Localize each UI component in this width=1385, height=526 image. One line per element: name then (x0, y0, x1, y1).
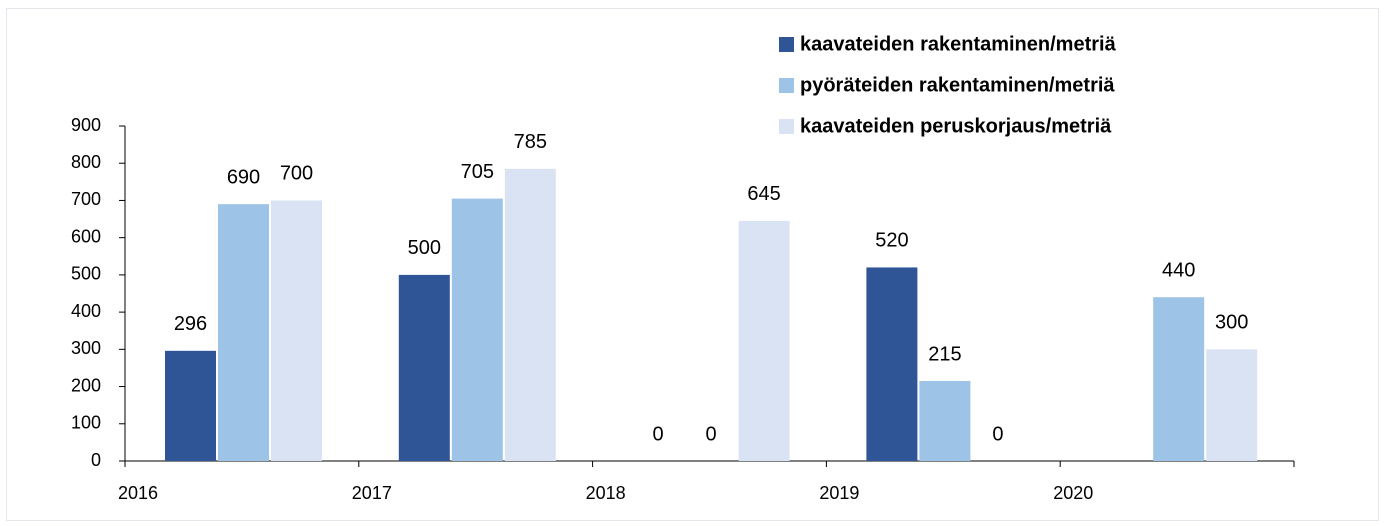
legend-swatch (779, 78, 794, 93)
legend-label: kaavateiden peruskorjaus/metriä (800, 115, 1112, 137)
value-label: 215 (928, 343, 961, 365)
value-label: 440 (1162, 260, 1195, 282)
x-tick-label: 2019 (819, 483, 859, 503)
legend-swatch (779, 119, 794, 134)
value-label: 785 (514, 131, 547, 153)
bar (218, 204, 269, 461)
y-tick-label: 900 (71, 115, 101, 135)
value-label: 0 (653, 423, 664, 445)
x-tick-label: 2020 (1053, 483, 1093, 503)
y-tick-label: 0 (91, 450, 101, 470)
value-label: 705 (461, 161, 494, 183)
value-label: 690 (227, 166, 260, 188)
legend-label: kaavateiden rakentaminen/metriä (800, 33, 1117, 55)
bar (1153, 297, 1205, 461)
bar (398, 274, 450, 461)
value-label: 296 (174, 313, 207, 335)
bar (504, 168, 556, 462)
y-tick-label: 700 (71, 189, 101, 209)
value-label: 0 (706, 423, 717, 445)
bar (919, 380, 971, 461)
y-tick-label: 200 (71, 375, 101, 395)
bar (271, 200, 322, 461)
y-tick-label: 300 (71, 338, 101, 358)
y-tick-label: 600 (71, 226, 101, 246)
bar (738, 220, 790, 461)
y-tick-label: 500 (71, 264, 101, 284)
value-label: 700 (280, 163, 313, 185)
x-tick-label: 2016 (118, 483, 158, 503)
value-label: 520 (875, 230, 908, 252)
bar (451, 198, 503, 462)
y-tick-label: 800 (71, 152, 101, 172)
legend-swatch (779, 37, 794, 52)
x-tick-label: 2018 (586, 483, 626, 503)
bar (165, 350, 216, 461)
bar (1206, 349, 1258, 461)
bar (866, 267, 918, 461)
value-label: 500 (408, 237, 441, 259)
value-label: 300 (1215, 312, 1248, 334)
value-label: 0 (992, 423, 1003, 445)
y-tick-label: 400 (71, 301, 101, 321)
y-tick-label: 100 (71, 413, 101, 433)
legend-label: pyöräteiden rakentaminen/metriä (800, 74, 1115, 96)
value-label: 645 (747, 183, 780, 205)
x-tick-label: 2017 (352, 483, 392, 503)
